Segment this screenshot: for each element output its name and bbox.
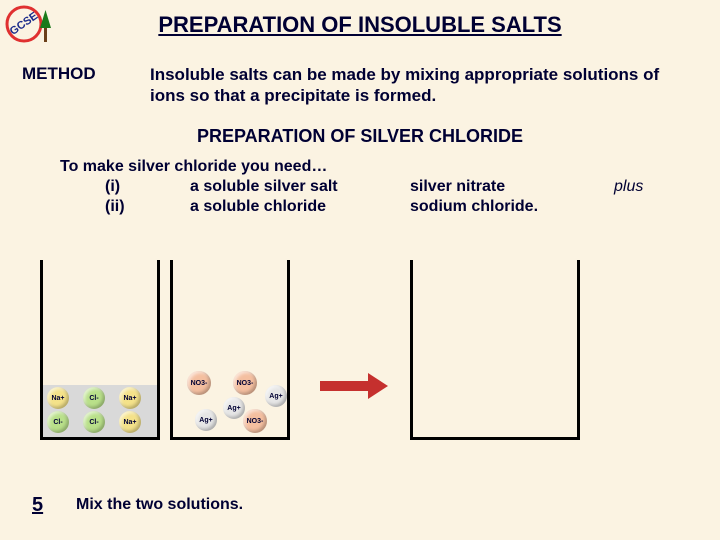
need-ii-example: sodium chloride. [410,198,538,216]
ion-cl: Cl- [83,411,105,433]
arrow-icon [320,375,390,397]
ion-no3: NO3- [187,371,211,395]
subtitle: PREPARATION OF SILVER CHLORIDE [0,126,720,147]
ion-cl: Cl- [47,411,69,433]
page-title: PREPARATION OF INSOLUBLE SALTS [0,12,720,38]
need-ii-num: (ii) [105,198,125,216]
step-number: 5 [32,494,43,517]
need-intro: To make silver chloride you need… [60,158,327,176]
diagram-area: Na+ Cl- Na+ Cl- Cl- Na+ NO3- NO3- Ag+ Ag… [40,260,680,460]
ion-no3: NO3- [233,371,257,395]
ion-cl: Cl- [83,387,105,409]
method-text: Insoluble salts can be made by mixing ap… [150,64,670,107]
need-i-num: (i) [105,178,120,196]
need-i-plus: plus [614,178,643,196]
step-text: Mix the two solutions. [76,496,243,514]
ion-ag: Ag+ [265,385,287,407]
beaker-3 [410,260,580,440]
ion-na: Na+ [119,387,141,409]
ion-na: Na+ [47,387,69,409]
ion-ag: Ag+ [195,409,217,431]
ion-ag: Ag+ [223,397,245,419]
ion-na: Na+ [119,411,141,433]
need-ii-text: a soluble chloride [190,198,326,216]
need-i-example: silver nitrate [410,178,505,196]
ion-no3: NO3- [243,409,267,433]
beaker-1: Na+ Cl- Na+ Cl- Cl- Na+ [40,260,160,440]
need-i-text: a soluble silver salt [190,178,338,196]
method-label: METHOD [22,64,96,84]
beaker-2: NO3- NO3- Ag+ Ag+ Ag+ NO3- [170,260,290,440]
